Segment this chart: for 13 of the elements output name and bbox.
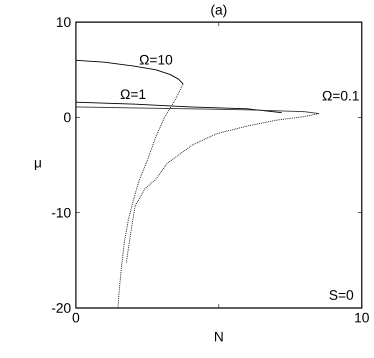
y-tick-label: 0 [64, 112, 71, 122]
y-axis-title: μ [34, 160, 41, 170]
series-label: Ω=10 [140, 54, 172, 65]
y-tick-label: 10 [56, 17, 71, 27]
y-tick-label: -10 [52, 208, 71, 218]
x-axis-title: N [214, 332, 223, 342]
series-label: Ω=1 [120, 89, 146, 99]
line-series [76, 106, 320, 114]
chart-title: (a) [211, 4, 226, 18]
annotation: S=0 [329, 290, 354, 300]
series-label: Ω=0.1 [322, 90, 359, 100]
line-series [126, 113, 320, 264]
y-tick-label: -20 [52, 302, 71, 313]
